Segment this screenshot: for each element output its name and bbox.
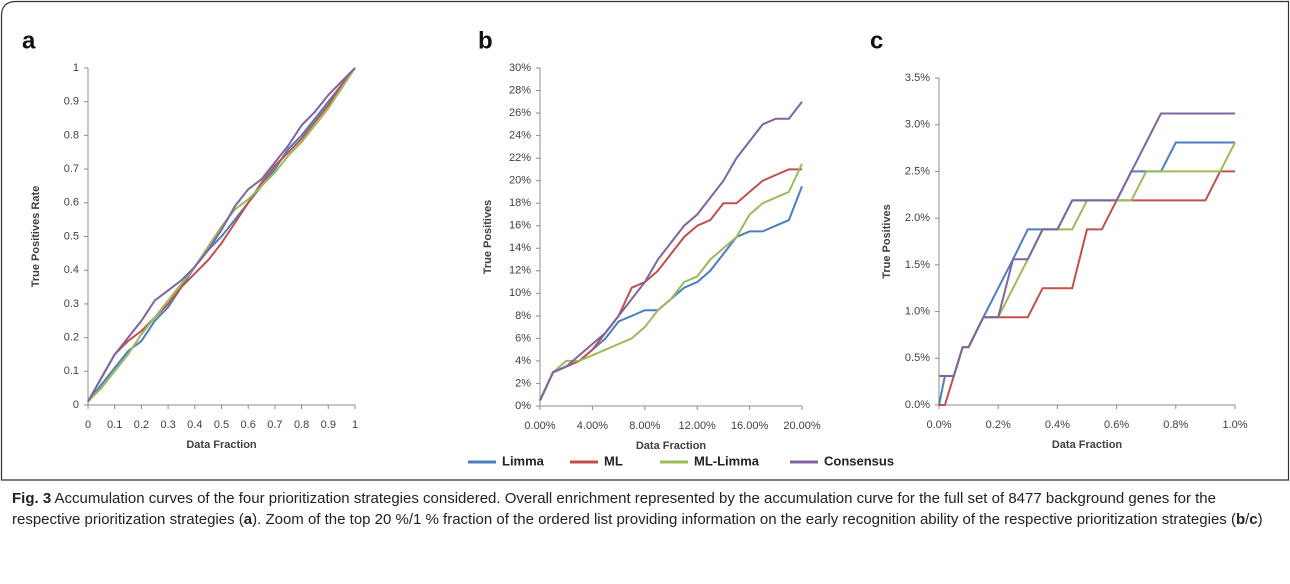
y-tick-label: 16%: [509, 220, 531, 232]
y-tick-label: 12%: [509, 265, 531, 277]
y-tick-label: 2.0%: [905, 212, 930, 224]
series-line: [87, 67, 356, 403]
x-tick-label: 8.00%: [629, 420, 660, 432]
y-axis-title: True Positives: [482, 200, 494, 275]
caption-text: c: [1249, 511, 1258, 528]
y-tick-label: 0.4: [64, 264, 79, 276]
series-line: [539, 163, 803, 401]
series-line: [539, 168, 802, 401]
panel-label: c: [870, 27, 883, 54]
y-tick-label: 0.6: [64, 197, 79, 209]
x-tick-label: 0.1: [107, 419, 122, 431]
y-tick-label: 0.7: [64, 163, 79, 175]
x-tick-label: 0.4%: [1045, 419, 1070, 431]
y-tick-label: 14%: [509, 242, 531, 254]
y-tick-label: 0.9: [64, 96, 79, 108]
x-tick-label: 0.8%: [1163, 419, 1188, 431]
legend-label: Consensus: [824, 453, 894, 468]
y-tick-label: 3.5%: [905, 72, 930, 84]
y-tick-label: 0: [73, 399, 79, 411]
x-tick-label: 0.0%: [926, 419, 951, 431]
y-tick-label: 10%: [509, 287, 531, 299]
y-tick-label: 18%: [509, 197, 531, 209]
y-axis-title: True Positives Rate: [30, 186, 42, 288]
x-tick-label: 1: [352, 419, 358, 431]
series-line: [938, 141, 1235, 406]
y-tick-label: 3.0%: [905, 119, 930, 131]
caption-text: Fig. 3: [12, 490, 52, 507]
y-tick-label: 24%: [509, 130, 531, 142]
y-tick-label: 0.5: [64, 230, 79, 242]
x-tick-label: 12.00%: [679, 420, 717, 432]
y-tick-label: 1.5%: [905, 259, 930, 271]
caption: Fig. 3 Accumulation curves of the four p…: [12, 488, 1278, 530]
y-tick-label: 0.2: [64, 332, 79, 344]
x-tick-label: 0.2: [134, 419, 149, 431]
y-tick-label: 0.3: [64, 298, 79, 310]
x-tick-label: 0.5: [214, 419, 229, 431]
legend-label: ML-Limma: [694, 453, 760, 468]
series-line: [539, 185, 803, 401]
y-tick-label: 0.8: [64, 129, 79, 141]
series-line: [939, 170, 1235, 406]
y-tick-label: 2%: [515, 377, 531, 389]
legend-label: Limma: [502, 453, 545, 468]
caption-text: b: [1235, 511, 1246, 528]
y-tick-label: 2.5%: [905, 165, 930, 177]
y-tick-label: 22%: [509, 152, 531, 164]
x-tick-label: 4.00%: [577, 420, 608, 432]
series-line: [87, 67, 356, 403]
y-tick-label: 8%: [515, 310, 531, 322]
caption-text: ): [1257, 511, 1263, 528]
series-line: [939, 112, 1235, 377]
panel-label: b: [478, 27, 493, 54]
x-tick-label: 0.8: [294, 419, 309, 431]
y-axis-title: True Positives: [881, 204, 893, 279]
y-tick-label: 1: [73, 62, 79, 74]
x-tick-label: 0.6: [241, 419, 256, 431]
x-tick-label: 0.7: [267, 419, 282, 431]
y-tick-label: 0.5%: [905, 352, 930, 364]
x-axis-title: Data Fraction: [636, 440, 707, 452]
x-tick-label: 0.4: [187, 419, 202, 431]
y-tick-label: 0.1: [64, 365, 79, 377]
x-tick-label: 0.2%: [986, 419, 1011, 431]
x-tick-label: 0: [85, 419, 91, 431]
y-tick-label: 0%: [515, 400, 531, 412]
caption-text: /: [1245, 511, 1250, 528]
x-tick-label: 0.00%: [524, 420, 555, 432]
y-tick-label: 28%: [509, 84, 531, 96]
x-tick-label: 20.00%: [783, 420, 821, 432]
x-tick-label: 0.3: [160, 419, 175, 431]
series-line: [939, 142, 1236, 377]
y-tick-label: 4%: [515, 355, 531, 367]
caption-text: ). Zoom of the top 20 %/1 % fraction of …: [252, 511, 1236, 528]
figure: a 0 0.1 0.2 0.3 0.4 0.5 0.6 0.7 0.8 0.9 1 0 0.1 0.2 0.3…: [0, 0, 1290, 481]
caption-text: Accumulation curves of the four prioriti…: [12, 490, 1216, 528]
x-axis-title: Data Fraction: [1052, 439, 1123, 451]
y-tick-label: 20%: [509, 175, 531, 187]
x-tick-label: 0.6%: [1104, 419, 1129, 431]
panel-label: a: [22, 27, 36, 54]
y-tick-label: 30%: [509, 62, 531, 74]
series-line: [87, 67, 356, 403]
x-tick-label: 1.0%: [1222, 419, 1247, 431]
series-line: [87, 67, 356, 403]
y-tick-label: 26%: [509, 107, 531, 119]
figure-frame: [0, 0, 1290, 481]
x-axis-title: Data Fraction: [186, 439, 257, 451]
y-tick-label: 0.0%: [905, 399, 930, 411]
legend-label: ML: [604, 453, 623, 468]
y-tick-label: 6%: [515, 332, 531, 344]
caption-text: a: [243, 511, 253, 528]
series-line: [539, 101, 803, 401]
x-tick-label: 0.9: [321, 419, 336, 431]
y-tick-label: 1.0%: [905, 305, 930, 317]
x-tick-label: 16.00%: [731, 420, 769, 432]
